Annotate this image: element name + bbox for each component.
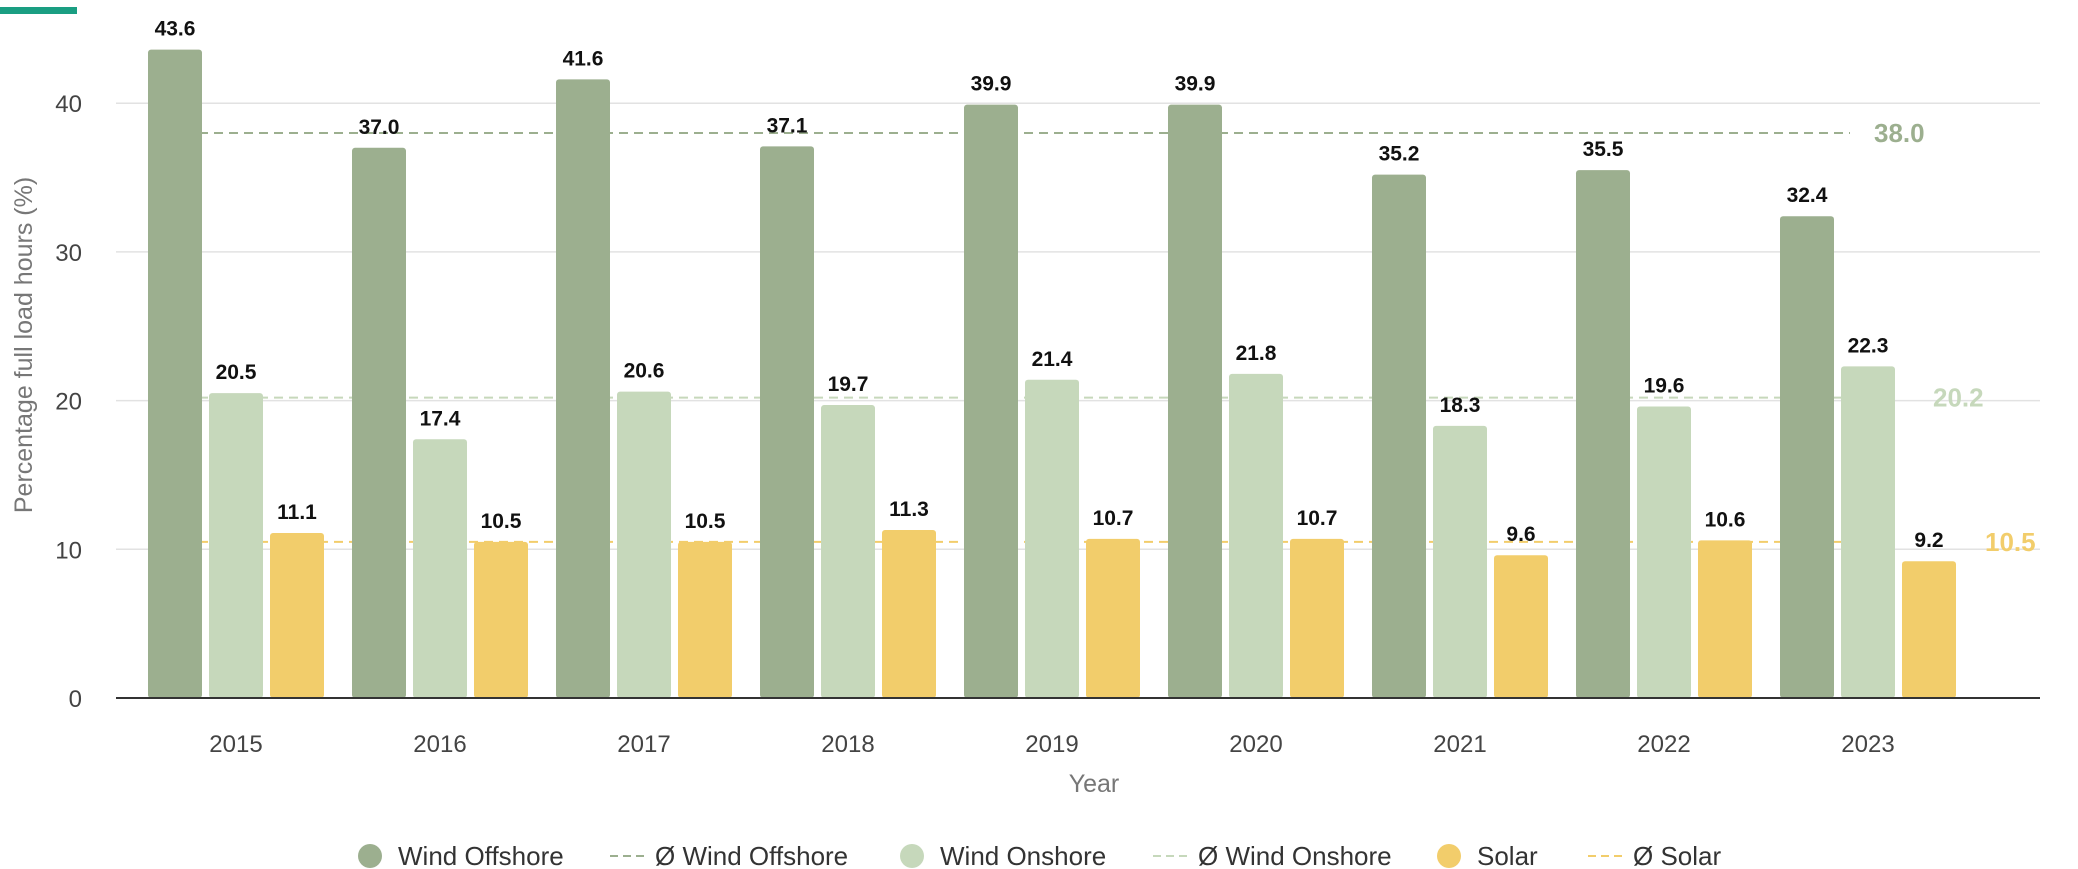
bar-value-label: 9.2 bbox=[1914, 529, 1943, 552]
bar[interactable] bbox=[1841, 366, 1895, 698]
bars bbox=[148, 49, 1956, 699]
bar-value-label: 41.6 bbox=[563, 47, 604, 70]
bar[interactable] bbox=[1576, 170, 1630, 699]
bar-value-label: 19.7 bbox=[828, 373, 869, 396]
y-tick-label: 20 bbox=[55, 389, 82, 416]
legend-label: Solar bbox=[1477, 841, 1538, 869]
bar[interactable] bbox=[1637, 406, 1691, 698]
average-value-label: 38.0 bbox=[1874, 118, 1925, 148]
bar[interactable] bbox=[1780, 216, 1834, 698]
legend-label: Wind Offshore bbox=[398, 841, 564, 869]
bar-value-label: 17.4 bbox=[420, 407, 461, 430]
bar-value-label: 11.1 bbox=[277, 501, 317, 524]
legend-swatch-dot bbox=[358, 844, 382, 868]
bar[interactable] bbox=[964, 104, 1018, 698]
average-value-label: 10.5 bbox=[1985, 527, 2036, 557]
y-tick-label: 0 bbox=[69, 686, 82, 713]
x-tick-label: 2018 bbox=[821, 731, 874, 758]
legend-item[interactable]: Ø Wind Onshore bbox=[1153, 841, 1392, 869]
bar[interactable] bbox=[413, 439, 467, 698]
legend-label: Ø Wind Offshore bbox=[655, 841, 848, 869]
x-tick-label: 2016 bbox=[413, 731, 466, 758]
bar-value-label: 11.3 bbox=[889, 498, 929, 521]
bar-value-label: 35.5 bbox=[1583, 138, 1624, 161]
bar-value-label: 22.3 bbox=[1848, 334, 1889, 357]
bar[interactable] bbox=[617, 391, 671, 698]
axes: 0 10 20 30 40 2015 2016 2017 2018 2019 2020 2021 202… bbox=[10, 91, 2040, 798]
x-tick-label: 2023 bbox=[1841, 731, 1894, 758]
legend-item[interactable]: Solar bbox=[1437, 841, 1538, 869]
legend-item[interactable]: Wind Onshore bbox=[900, 841, 1106, 869]
x-tick-label: 2021 bbox=[1433, 731, 1486, 758]
bar-value-label: 18.3 bbox=[1440, 394, 1481, 417]
bar-value-label: 37.1 bbox=[767, 114, 808, 137]
data-labels: 38.0 20.2 10.5 43.6 20.5 11.1 37.0 17.4 10.5 41.6… bbox=[155, 18, 2036, 557]
x-tick-label: 2022 bbox=[1637, 731, 1690, 758]
x-tick-label: 2015 bbox=[209, 731, 262, 758]
y-axis-title: Percentage full load hours (%) bbox=[10, 177, 38, 513]
legend-swatch-dot bbox=[1437, 844, 1461, 868]
bar-value-label: 9.6 bbox=[1506, 523, 1535, 546]
bar[interactable] bbox=[1698, 540, 1752, 698]
y-tick-label: 30 bbox=[55, 240, 82, 267]
bar-value-label: 21.4 bbox=[1032, 348, 1073, 371]
bar[interactable] bbox=[821, 405, 875, 698]
bar-value-label: 39.9 bbox=[1175, 73, 1216, 96]
bar[interactable] bbox=[1168, 104, 1222, 698]
bar-value-label: 21.8 bbox=[1236, 342, 1277, 365]
bar-value-label: 37.0 bbox=[359, 116, 400, 139]
legend-item[interactable]: Ø Solar bbox=[1588, 841, 1721, 869]
legend-swatch-dot bbox=[900, 844, 924, 868]
bar-value-label: 10.7 bbox=[1297, 507, 1338, 530]
accent-bar bbox=[0, 7, 77, 14]
bar[interactable] bbox=[556, 79, 610, 698]
bar[interactable] bbox=[270, 532, 324, 698]
bar-value-label: 43.6 bbox=[155, 18, 196, 41]
bar[interactable] bbox=[1902, 561, 1956, 698]
bar-value-label: 20.5 bbox=[216, 361, 257, 384]
bar[interactable] bbox=[148, 49, 202, 699]
legend-label: Wind Onshore bbox=[940, 841, 1106, 869]
bar-value-label: 10.5 bbox=[481, 510, 522, 533]
legend-item[interactable]: Ø Wind Offshore bbox=[610, 841, 848, 869]
x-tick-label: 2017 bbox=[617, 731, 670, 758]
bar-value-label: 35.2 bbox=[1379, 143, 1420, 166]
y-tick-label: 10 bbox=[55, 537, 82, 564]
bar[interactable] bbox=[882, 529, 936, 698]
x-tick-label: 2020 bbox=[1229, 731, 1282, 758]
y-tick-label: 40 bbox=[55, 91, 82, 118]
bar-value-label: 32.4 bbox=[1787, 184, 1828, 207]
x-axis-title: Year bbox=[1069, 770, 1120, 798]
legend-item[interactable]: Wind Offshore bbox=[358, 841, 564, 869]
legend-label: Ø Wind Onshore bbox=[1198, 841, 1392, 869]
bar[interactable] bbox=[678, 541, 732, 698]
bar-value-label: 10.5 bbox=[685, 510, 726, 533]
bar-value-label: 10.6 bbox=[1705, 508, 1746, 531]
bar[interactable] bbox=[474, 541, 528, 698]
bar[interactable] bbox=[1494, 555, 1548, 698]
bar-value-label: 19.6 bbox=[1644, 375, 1685, 398]
x-tick-label: 2019 bbox=[1025, 731, 1078, 758]
bar[interactable] bbox=[1086, 538, 1140, 698]
bar[interactable] bbox=[1290, 538, 1344, 698]
bar[interactable] bbox=[352, 147, 406, 698]
bar[interactable] bbox=[209, 393, 263, 698]
bar[interactable] bbox=[1372, 174, 1426, 699]
bar[interactable] bbox=[760, 146, 814, 698]
legend[interactable]: Wind Offshore Ø Wind Offshore Wind Onshore… bbox=[358, 841, 1721, 869]
bar-value-label: 39.9 bbox=[971, 73, 1012, 96]
legend-label: Ø Solar bbox=[1633, 841, 1721, 869]
bar[interactable] bbox=[1229, 373, 1283, 698]
bar[interactable] bbox=[1025, 379, 1079, 698]
average-value-label: 20.2 bbox=[1933, 383, 1984, 413]
bar[interactable] bbox=[1433, 425, 1487, 698]
bar-value-label: 10.7 bbox=[1093, 507, 1134, 530]
bar-value-label: 20.6 bbox=[624, 360, 665, 383]
